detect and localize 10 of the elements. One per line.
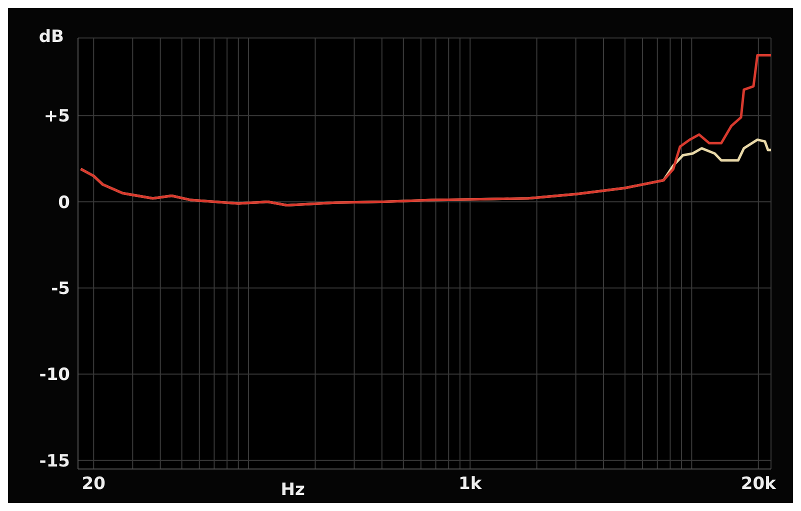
x-tick-label: 20k (740, 474, 777, 494)
x-tick-label: 1k (458, 474, 482, 494)
y-tick-label: 0 (58, 192, 70, 213)
y-tick-label: -5 (51, 279, 70, 300)
x-axis-title: Hz (280, 480, 305, 500)
y-tick-label: -15 (39, 451, 70, 472)
y-tick-label: -10 (39, 365, 70, 386)
y-axis-title: dB (38, 27, 64, 47)
y-tick-label: +5 (44, 106, 70, 127)
x-tick-label: 20 (82, 474, 106, 494)
